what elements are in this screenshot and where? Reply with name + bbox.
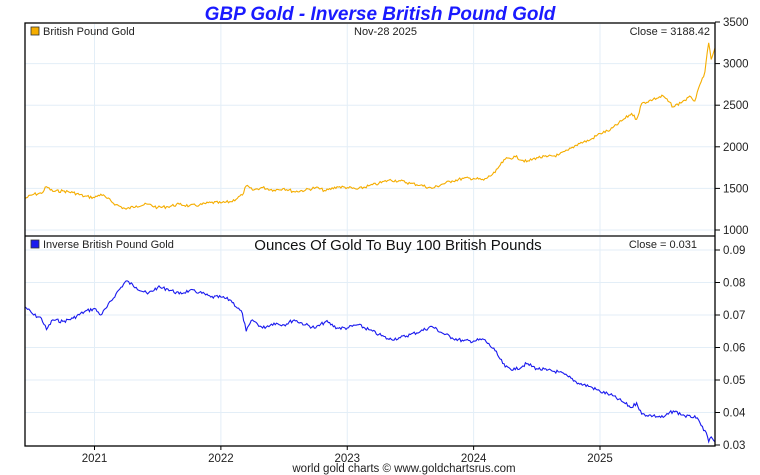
x-tick-label: 2022 (208, 453, 234, 465)
close-label-inverse: Close = 0.031 (629, 239, 697, 251)
y-tick-label: 0.07 (723, 310, 745, 322)
y-tick-label: 0.03 (723, 440, 745, 452)
y-tick-label: 1000 (723, 225, 749, 237)
close-label-gold: Close = 3188.42 (630, 26, 710, 38)
series-line-british-pound-gold (24, 42, 716, 210)
chart-title: GBP Gold - Inverse British Pound Gold (205, 4, 556, 25)
y-tick-label: 0.08 (723, 278, 745, 290)
bottom-y-axis: 0.09 0.08 0.07 0.06 0.05 0.04 0.03 (715, 245, 746, 452)
footer-credit: world gold charts © www.goldchartsrus.co… (291, 463, 515, 475)
y-tick-label: 0.05 (723, 375, 745, 387)
x-axis: 2021 2022 2023 2024 2025 (82, 446, 613, 465)
legend-swatch-inverse-british-pound-gold (30, 239, 40, 249)
y-tick-label: 2500 (723, 100, 749, 112)
y-tick-label: 1500 (723, 183, 749, 195)
bottom-gridlines (25, 237, 715, 445)
legend-label-british-pound-gold: British Pound Gold (43, 26, 135, 38)
panel-subtitle: Ounces Of Gold To Buy 100 British Pounds (254, 237, 541, 254)
top-gridlines (25, 24, 715, 235)
series-line-inverse-british-pound-gold (24, 280, 716, 444)
y-tick-label: 0.06 (723, 343, 745, 355)
x-tick-label: 2025 (587, 453, 613, 465)
date-label: Nov-28 2025 (354, 26, 417, 38)
top-panel-gbp-gold: British Pound Gold Nov-28 2025 Close = 3… (24, 17, 749, 237)
plot-frame (24, 22, 716, 447)
y-tick-label: 3500 (723, 17, 749, 29)
top-y-axis: 3500 3000 2500 2000 1500 1000 (715, 17, 749, 237)
bottom-panel-inverse: Inverse British Pound Gold Ounces Of Gol… (24, 237, 746, 465)
y-tick-label: 3000 (723, 59, 749, 71)
y-tick-label: 0.04 (723, 408, 746, 420)
x-tick-label: 2024 (461, 453, 487, 465)
x-tick-label: 2023 (334, 453, 360, 465)
x-tick-label: 2021 (82, 453, 108, 465)
legend-swatch-british-pound-gold (30, 26, 40, 36)
y-tick-label: 2000 (723, 142, 749, 154)
y-tick-label: 0.09 (723, 245, 745, 257)
legend-label-inverse-british-pound-gold: Inverse British Pound Gold (43, 239, 174, 251)
